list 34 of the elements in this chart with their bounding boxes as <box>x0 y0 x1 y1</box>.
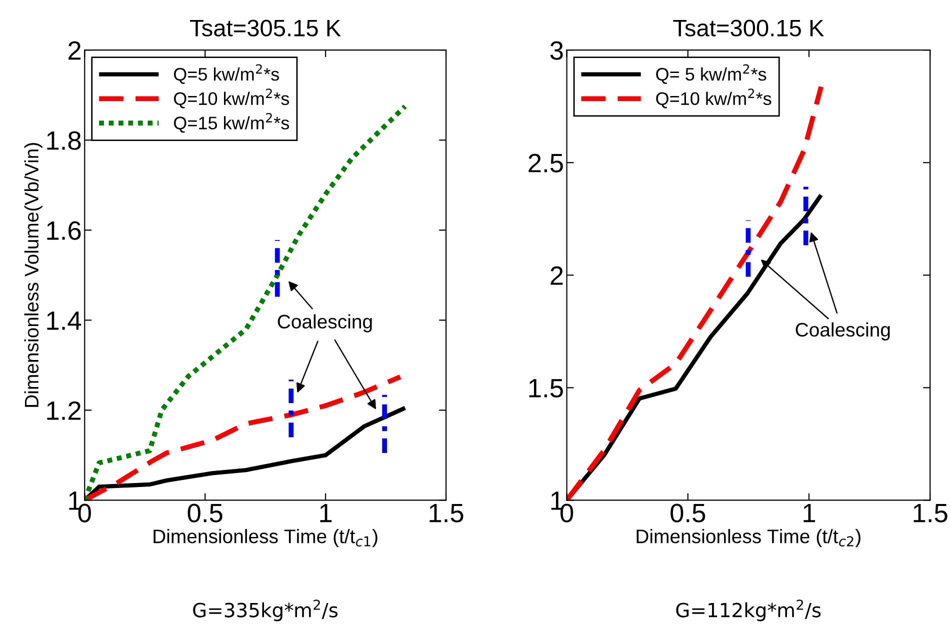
text: G=335kg*m$^{2}$/s <box>193 600 338 622</box>
y-tick-label: 1.5 <box>529 379 563 398</box>
text: G=112kg*m$^{2}$/s <box>676 600 821 622</box>
legend-label: Q=15 kw/m$^{2}$*s <box>174 112 290 133</box>
x-axis-title: Dimensionless Time (t/t$_{c1}$) <box>154 528 378 548</box>
annotation: Coalescing <box>796 322 890 340</box>
x-tick-label: 0 <box>78 504 91 522</box>
line-series <box>84 374 403 500</box>
x-tick-label: 0 <box>560 504 574 522</box>
y-tick-label: 1.4 <box>47 312 82 330</box>
legend-label: Q= 5 kw/m$^{2}$*s <box>656 64 766 84</box>
y-tick-label: 1 <box>551 492 563 510</box>
legend-label: Q=10 kw/m$^{2}$*s <box>174 88 290 108</box>
y-axis-title: Dimensionless Volume(Vb/Vin) <box>24 143 42 407</box>
y-tick-label: 1.2 <box>47 401 81 420</box>
annotation: Coalescing <box>278 314 372 332</box>
legend-label: Q=10 kw/m$^{2}$*s <box>656 88 772 108</box>
x-tick-label: 1 <box>320 504 332 522</box>
y-tick-label: 2.5 <box>528 154 563 172</box>
y-tick-label: 3 <box>550 41 563 60</box>
y-tick-label: 2 <box>550 266 563 285</box>
x-tick-label: 1 <box>804 504 816 522</box>
y-tick-label: 2 <box>68 41 81 60</box>
y-tick-label: 1.8 <box>47 131 81 150</box>
x-tick-label: 1.5 <box>430 504 464 522</box>
x-tick-label: 1.5 <box>914 504 948 522</box>
x-tick-label: 0.5 <box>188 504 222 522</box>
y-tick-label: 1.6 <box>47 221 81 240</box>
chart-title: Tsat=300.15 K <box>673 20 824 36</box>
x-axis-title: Dimensionless Time (t/t$_{c2}$) <box>636 528 860 548</box>
x-tick-label: 0.5 <box>670 504 706 522</box>
y-tick-label: 1 <box>69 492 81 510</box>
legend-label: Q=5 kw/m$^{2}$*s <box>174 64 279 84</box>
chart-title: Tsat=305.15 K <box>190 20 341 36</box>
